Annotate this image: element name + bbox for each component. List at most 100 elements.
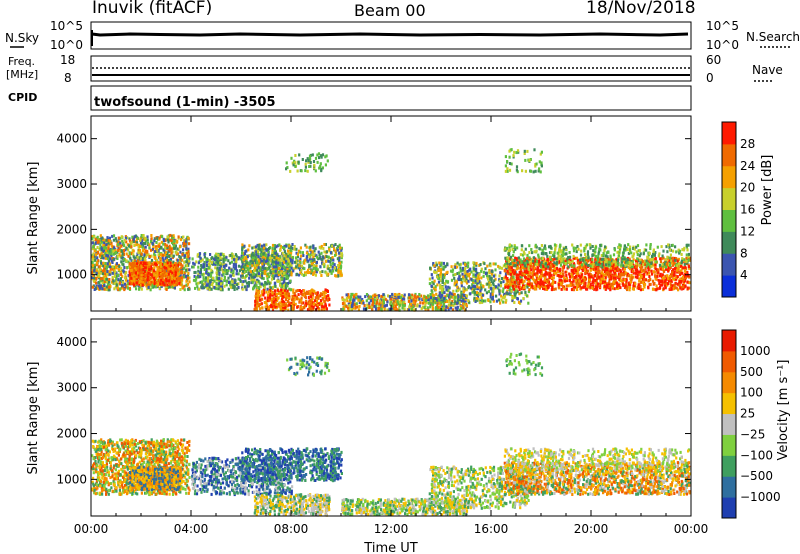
data-cell [355, 302, 358, 306]
data-cell [174, 267, 178, 271]
data-cell [161, 235, 164, 239]
data-cell [100, 251, 103, 255]
data-cell [111, 271, 114, 275]
data-cell [140, 279, 143, 283]
data-cell [275, 304, 278, 308]
data-cell [498, 289, 501, 293]
data-cell [338, 261, 341, 265]
data-cell [131, 251, 134, 255]
data-cell [302, 293, 305, 297]
data-cell [237, 286, 240, 289]
data-cell [161, 265, 164, 268]
data-cell [284, 259, 287, 263]
data-cell [300, 299, 303, 303]
data-cell [210, 260, 213, 264]
data-cell [160, 253, 163, 257]
data-cell [340, 260, 343, 264]
data-cell [99, 284, 102, 288]
data-cell [495, 285, 498, 289]
data-cell [315, 264, 318, 268]
data-cell [265, 243, 268, 247]
data-cell [170, 241, 174, 245]
data-cell [228, 281, 231, 284]
data-cell [438, 291, 441, 295]
data-cell [130, 278, 133, 282]
data-cell [482, 274, 485, 278]
data-cell [263, 286, 266, 290]
data-cell [124, 276, 127, 280]
data-cell [164, 239, 167, 242]
data-cell [91, 260, 94, 264]
data-cell [332, 244, 335, 248]
data-cell [266, 267, 269, 271]
data-cell [194, 270, 197, 274]
data-cell [235, 257, 238, 261]
data-cell [416, 304, 419, 308]
data-cell [473, 289, 476, 293]
data-cell [265, 248, 268, 252]
data-cell [148, 268, 151, 272]
data-cell [285, 282, 288, 286]
data-cell [331, 244, 334, 248]
data-cell [212, 257, 216, 261]
data-cell [171, 263, 174, 267]
data-cell [197, 273, 200, 276]
data-cell [168, 244, 171, 248]
data-cell [216, 273, 219, 277]
data-cell [242, 258, 246, 262]
data-cell [273, 289, 276, 293]
data-cell [221, 288, 224, 292]
data-cell [101, 269, 105, 273]
data-cell [454, 306, 457, 310]
data-cell [105, 285, 108, 289]
data-cell [315, 270, 318, 274]
data-cell [101, 279, 104, 283]
data-cell [241, 268, 244, 272]
data-cell [253, 275, 256, 279]
data-cell [295, 272, 298, 276]
data-cell [336, 274, 340, 278]
data-cell [136, 264, 139, 268]
data-cell [95, 251, 98, 255]
data-cell [357, 298, 360, 302]
data-cell [182, 235, 185, 239]
data-cell [107, 246, 110, 250]
data-cell [139, 279, 142, 283]
data-cell [147, 271, 150, 275]
data-cell [324, 259, 327, 263]
data-cell [193, 262, 196, 266]
data-cell [246, 261, 249, 265]
data-cell [94, 258, 97, 262]
data-cell [474, 273, 477, 277]
data-cell [220, 286, 224, 289]
data-cell [448, 300, 451, 304]
nsearch-label: N.Search [746, 30, 800, 44]
data-cell [236, 283, 239, 287]
data-cell [481, 293, 484, 297]
data-cell [254, 245, 258, 249]
data-cell [154, 250, 157, 254]
data-cell [456, 265, 459, 269]
data-cell [114, 249, 117, 252]
data-cell [232, 273, 235, 277]
data-cell [310, 250, 313, 254]
data-cell [480, 299, 483, 303]
data-cell [146, 261, 149, 265]
data-cell [217, 257, 220, 261]
data-cell [432, 294, 435, 298]
data-cell [222, 264, 225, 268]
data-cell [491, 297, 494, 301]
data-cell [224, 270, 227, 274]
data-cell [492, 289, 495, 293]
data-cell [96, 268, 99, 272]
data-cell [271, 291, 274, 295]
data-cell [336, 248, 339, 252]
data-cell [499, 301, 502, 305]
data-cell [112, 257, 115, 261]
data-cell [338, 258, 341, 262]
data-cell [147, 277, 150, 281]
data-cell [440, 301, 443, 305]
data-cell [274, 244, 277, 248]
data-cell [168, 282, 171, 286]
data-cell [274, 269, 277, 273]
